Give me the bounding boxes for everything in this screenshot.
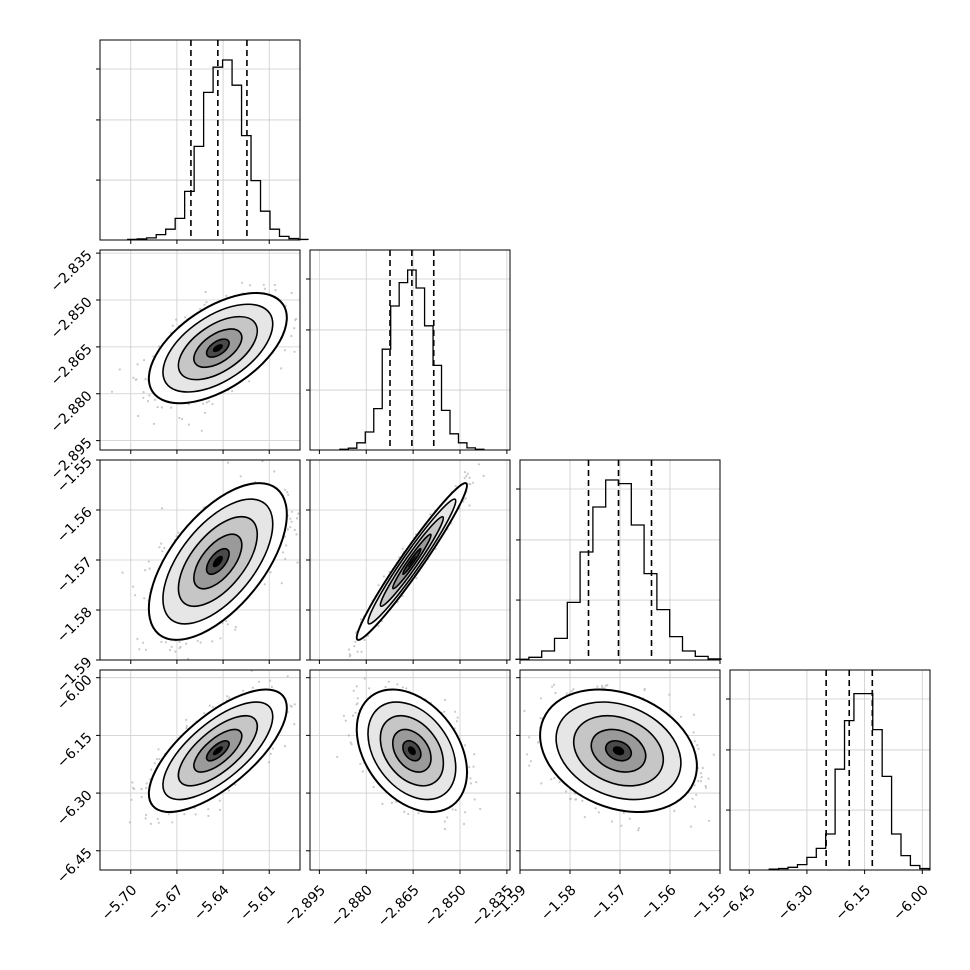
x-tick-label: −2.850	[422, 882, 470, 930]
panel-frame	[309, 669, 511, 871]
density-peak	[212, 555, 223, 568]
y-tick-label: −6.30	[54, 787, 96, 829]
panel-3-2: −1.59 −1.58 −1.57 −1.56 −1.55	[488, 669, 730, 924]
panel-frame	[99, 669, 301, 871]
panel-frame	[729, 669, 931, 871]
panel-2-0: −1.55−1.56−1.57−1.58−1.59	[54, 454, 301, 696]
panel-2-2	[515, 459, 722, 664]
density-peak	[212, 344, 223, 353]
histogram-step	[127, 59, 309, 241]
scatter-points	[110, 281, 298, 432]
y-tick-label: −6.45	[54, 845, 96, 887]
panel-3-1: −2.895−2.880−2.865−2.850−2.835	[281, 669, 516, 930]
y-tick-label: −1.56	[54, 504, 96, 546]
x-tick-label: −5.64	[191, 882, 233, 924]
panel-3-0: −6.00−6.15−6.30−6.45−5.70 −5.67 −5.64 −5.61	[54, 669, 301, 924]
y-tick-label: −2.850	[48, 294, 96, 342]
scatter-points	[347, 463, 485, 658]
x-tick-label: −1.56	[638, 882, 680, 924]
y-tick-label: −2.835	[48, 247, 96, 295]
panel-frame	[99, 249, 301, 451]
y-tick-label: −2.865	[48, 341, 96, 389]
x-tick-label: −2.895	[281, 882, 329, 930]
x-tick-label: −6.00	[890, 882, 932, 924]
panel-1-1	[306, 249, 511, 454]
histogram-step	[768, 692, 930, 870]
x-tick-label: −6.30	[775, 882, 817, 924]
density-peak	[407, 555, 416, 568]
y-tick-label: −2.880	[48, 388, 96, 436]
scatter-points	[128, 670, 296, 825]
panel-0-0	[96, 39, 309, 244]
density-peak	[407, 746, 416, 756]
x-tick-label: −5.67	[145, 882, 187, 924]
x-tick-label: −1.58	[538, 882, 580, 924]
x-tick-label: −2.865	[375, 882, 423, 930]
scatter-points	[523, 683, 720, 832]
x-tick-label: −5.70	[99, 882, 141, 924]
density-peak	[212, 746, 223, 756]
y-tick-label: −1.58	[54, 604, 96, 646]
panel-frame	[99, 39, 301, 241]
panel-2-1	[306, 459, 511, 664]
y-tick-label: −6.15	[54, 730, 96, 772]
x-tick-label: −5.61	[237, 882, 279, 924]
x-tick-label: −2.880	[328, 882, 376, 930]
x-tick-label: −6.15	[833, 882, 875, 924]
panel-frame	[309, 249, 511, 451]
y-tick-label: −1.57	[54, 554, 96, 596]
panel-3-3: −6.45 −6.30 −6.15 −6.00	[717, 669, 932, 924]
density-peak	[612, 746, 625, 756]
scatter-points	[336, 677, 482, 831]
x-tick-label: −1.57	[588, 882, 630, 924]
panel-1-0: −2.895−2.880−2.865−2.850−2.835	[48, 247, 301, 483]
scatter-points	[121, 460, 300, 660]
